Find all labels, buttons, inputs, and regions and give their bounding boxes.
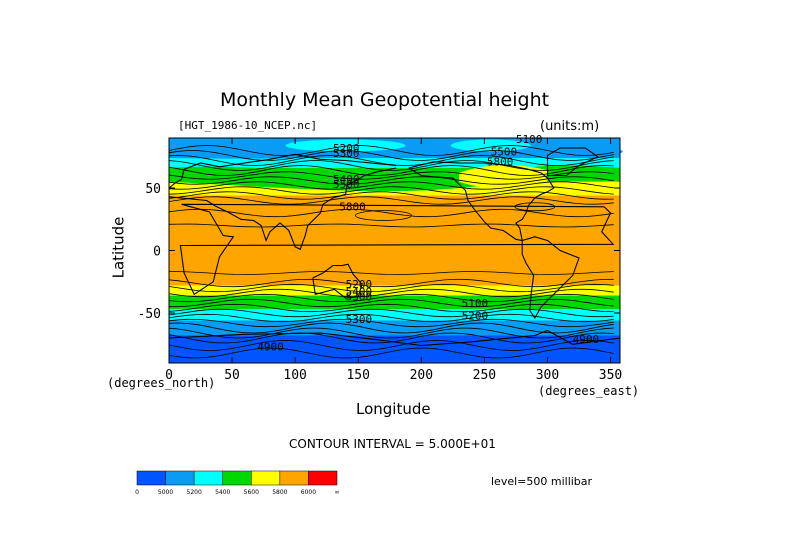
file-label: [HGT_1986-10_NCEP.nc] (178, 119, 318, 132)
color-band (169, 285, 620, 296)
contour-line (168, 186, 614, 195)
level-label: level=500 millibar (491, 475, 593, 488)
contour-label: 5200 (462, 309, 489, 322)
contour-label: 4900 (573, 333, 600, 346)
colorbar-label: ∞ (335, 489, 340, 496)
color-band (169, 335, 620, 363)
coastline (312, 263, 363, 299)
contour-label: 5300 (333, 147, 360, 160)
colorbar-swatch (251, 470, 281, 486)
contour-line (168, 150, 614, 161)
contour-line (168, 181, 614, 190)
colorbar-label: 0 (135, 489, 139, 496)
y-axis-unit: (degrees_north) (107, 376, 216, 390)
contour-line (168, 223, 614, 228)
contour-label: 5800 (339, 201, 366, 214)
contour-line (168, 293, 614, 303)
y-axis-label: Latitude (109, 216, 128, 279)
x-tick-label: 50 (224, 368, 240, 383)
contour-line (168, 145, 614, 156)
colorbar-label: 5200 (187, 489, 202, 496)
contour-line (168, 171, 614, 180)
y-tick-label: 0 (153, 245, 161, 260)
contour-interval: CONTOUR INTERVAL = 5.000E+01 (289, 437, 496, 451)
contour-label: 5300 (346, 313, 373, 326)
color-band (169, 158, 620, 168)
contour-line (168, 327, 614, 339)
colorbar-swatch (279, 470, 309, 486)
x-tick-label: 350 (599, 368, 622, 383)
x-axis-label: Longitude (356, 400, 431, 418)
contour-label: 5400 (346, 286, 373, 299)
color-band (169, 309, 620, 321)
coastline (179, 203, 615, 296)
plot-title: Monthly Mean Geopotential height (220, 89, 550, 111)
x-tick-label: 150 (346, 368, 369, 383)
contour-label: 5200 (346, 278, 373, 291)
contour-line (168, 340, 614, 351)
contour-line (168, 191, 614, 200)
coastline (521, 236, 580, 320)
contour-line (355, 210, 412, 221)
color-band (169, 295, 620, 310)
coastline (546, 147, 600, 177)
y-tick-label: -50 (138, 307, 161, 322)
x-tick-label: 250 (473, 368, 496, 383)
color-band (169, 273, 620, 286)
contour-line (168, 271, 614, 275)
contour-label: 5300 (346, 291, 373, 304)
colorbar-swatch (136, 470, 166, 486)
contour-label: 5200 (333, 142, 360, 155)
contour-line (168, 347, 614, 359)
colorbar-label: 5600 (244, 489, 259, 496)
contour-line (168, 176, 614, 185)
cyan-patch (285, 139, 406, 152)
contour-line (168, 165, 614, 176)
x-axis-unit: (degrees_east) (538, 384, 640, 398)
colorbar-label: 5000 (158, 489, 173, 496)
contour-line (168, 160, 614, 171)
coastline (168, 167, 397, 251)
colorbar-label: 6000 (301, 489, 316, 496)
colorbar-swatch (165, 470, 195, 486)
colorbar-label: 5400 (215, 489, 230, 496)
contour-line (168, 283, 614, 293)
contour-label: 4900 (257, 341, 284, 354)
contour-label: 5100 (462, 297, 489, 310)
units-label: (units:m) (540, 119, 600, 134)
y-tick-label: 50 (145, 182, 161, 197)
contour-label: 5100 (516, 133, 543, 146)
coastline (408, 161, 555, 242)
coastline (168, 153, 397, 189)
contour-line (168, 303, 614, 313)
contour-line (168, 318, 614, 328)
contour-line (168, 322, 614, 334)
contour-line (168, 288, 614, 298)
color-band (169, 195, 620, 218)
contour-label: 5500 (491, 146, 518, 159)
contour-line (168, 208, 614, 218)
contour-label: 5500 (333, 178, 360, 191)
contour-line (169, 298, 614, 308)
contour-line (168, 278, 614, 288)
x-tick-label: 200 (410, 368, 433, 383)
contour-label: 5400 (333, 173, 360, 186)
contour-line (168, 196, 614, 205)
colorbar-swatch (308, 470, 338, 486)
contour-line (168, 313, 614, 323)
contour-label: 5800 (487, 156, 514, 169)
x-tick-label: 300 (536, 368, 559, 383)
x-tick-label: 0 (165, 368, 173, 383)
cyan-patch (450, 139, 531, 152)
x-tick-label: 100 (283, 368, 306, 383)
colorbar-label: 5800 (272, 489, 287, 496)
colorbar-swatch (222, 470, 252, 486)
coastline (168, 329, 621, 347)
colorbar-swatch (193, 470, 223, 486)
